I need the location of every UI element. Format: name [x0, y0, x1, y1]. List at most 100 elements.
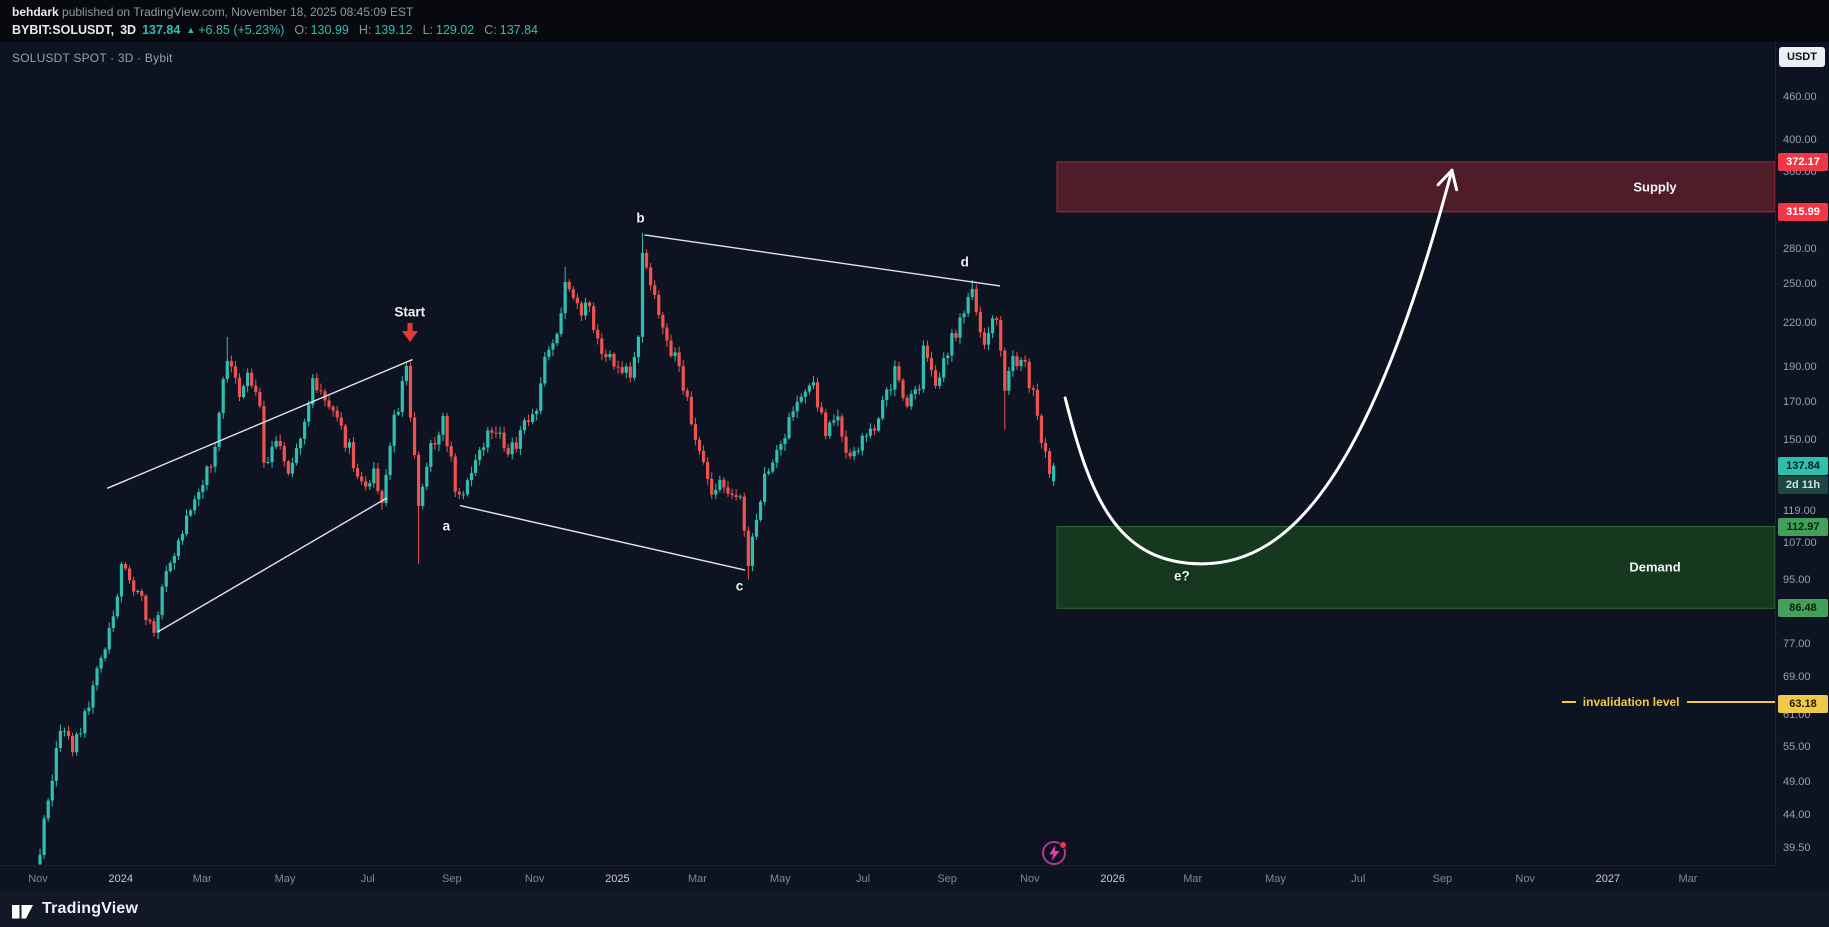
candle-body: [490, 430, 494, 433]
candle-body: [152, 621, 156, 633]
tradingview-wordmark[interactable]: TradingView: [42, 900, 139, 917]
countdown-chip: 2d 11h: [1778, 475, 1828, 494]
candle-body: [425, 466, 429, 487]
candle-body: [608, 353, 612, 358]
candle-body: [697, 439, 702, 451]
candle-body: [555, 333, 559, 344]
time-tick: May: [769, 873, 791, 885]
candle-body: [453, 456, 457, 492]
candle-body: [746, 530, 750, 567]
candle-body: [429, 443, 433, 467]
price-chip-13784: 137.84: [1778, 456, 1828, 475]
candle-body: [237, 377, 242, 398]
candle-body: [290, 462, 295, 474]
candle-body: [213, 446, 217, 467]
candle-body: [201, 485, 205, 493]
candle-body: [547, 349, 551, 357]
candle-body: [750, 536, 755, 567]
candle-body: [644, 252, 649, 268]
candle-body: [66, 730, 71, 737]
candle-body: [706, 461, 710, 479]
candle-body: [469, 472, 474, 481]
interval-label: 3D: [120, 23, 137, 37]
candle-body: [331, 406, 335, 411]
candle-body: [119, 563, 124, 597]
candle-body: [62, 730, 67, 732]
candle-body: [303, 421, 307, 439]
demand-zone[interactable]: [1056, 526, 1775, 609]
candle-body: [767, 471, 771, 474]
candle-body: [148, 619, 152, 622]
candle-body: [79, 733, 83, 735]
time-tick: Nov: [1020, 873, 1040, 885]
candle-body: [99, 658, 103, 669]
high-value: 139.12: [374, 23, 413, 37]
price-tick: 150.00: [1783, 433, 1817, 446]
time-tick: 2024: [108, 873, 134, 885]
time-axis[interactable]: Nov 2024 Mar May Jul Sep Nov 2025 Mar May Jul Sep No…: [0, 865, 1775, 891]
candle-body: [254, 385, 258, 392]
supply-zone[interactable]: [1056, 161, 1775, 213]
candle-body: [677, 352, 681, 367]
annotation-c[interactable]: c: [735, 578, 744, 594]
price-chip-8648: 86.48: [1778, 599, 1828, 618]
candle-body: [193, 499, 197, 511]
candle-body: [881, 399, 885, 419]
candle-body: [734, 495, 738, 498]
candle-body: [1003, 350, 1007, 391]
candle-body: [221, 378, 225, 413]
tradingview-logo-icon[interactable]: [12, 900, 33, 919]
chart-area[interactable]: SOLUSDT SPOT · 3D · Bybit USDT 460.00 400…: [0, 42, 1829, 891]
start-arrow-icon: [401, 322, 418, 348]
boost-badge[interactable]: [1042, 841, 1067, 865]
currency-toggle-button[interactable]: USDT: [1779, 47, 1825, 67]
last-price: 137.84: [142, 23, 181, 37]
annotation-b[interactable]: b: [636, 210, 645, 226]
notification-dot: [1059, 841, 1067, 849]
zone-label-supply: Supply: [1633, 179, 1677, 195]
candle-body: [775, 449, 779, 463]
candle-body: [514, 442, 518, 449]
publication-header: behdark published on TradingView.com, No…: [0, 0, 1829, 42]
candle-body: [779, 444, 783, 450]
candle-body: [156, 615, 160, 633]
trendline-a-to-c[interactable]: [459, 504, 746, 571]
price-plot[interactable]: [0, 42, 1775, 865]
open-label: O:: [294, 23, 308, 37]
annotation-e[interactable]: e?: [1173, 568, 1190, 584]
candle-body: [897, 366, 901, 381]
candle-body: [368, 483, 372, 487]
trendline-wedge-upper[interactable]: [106, 358, 413, 489]
annotation-start[interactable]: Start: [394, 304, 426, 320]
candle-body: [87, 707, 91, 712]
trendline-wedge-lower[interactable]: [157, 497, 388, 633]
candle-body: [624, 366, 628, 373]
candle-body: [400, 381, 404, 412]
candle-body: [433, 443, 437, 445]
candle-body: [868, 428, 873, 436]
annotation-d[interactable]: d: [960, 254, 969, 270]
candle-body: [408, 365, 413, 418]
candle-body: [604, 353, 608, 358]
projection-curve[interactable]: [1063, 168, 1454, 566]
candle-body: [901, 380, 905, 398]
candle-body: [1007, 370, 1011, 391]
candle-body: [795, 401, 799, 412]
candle-body: [1031, 388, 1035, 390]
footer-bar: TradingView: [0, 891, 1829, 927]
candle-body: [783, 438, 787, 445]
candle-body: [54, 748, 58, 781]
price-tick: 460.00: [1783, 90, 1817, 103]
author-link[interactable]: behdark: [12, 5, 59, 19]
candle-body: [127, 568, 132, 581]
candle-body: [942, 358, 946, 378]
time-tick: 2027: [1595, 873, 1621, 885]
candle-body: [417, 455, 421, 506]
candle-body: [307, 404, 311, 422]
chart-legend: SOLUSDT SPOT · 3D · Bybit: [12, 51, 173, 65]
price-axis[interactable]: 460.00 400.00 360.00 280.00 250.00 220.00 190.…: [1775, 42, 1829, 865]
trendline-b-to-d[interactable]: [644, 234, 1001, 287]
invalidation-level[interactable]: invalidation level: [1561, 695, 1775, 709]
annotation-a[interactable]: a: [442, 518, 451, 534]
candle-body: [616, 366, 620, 368]
